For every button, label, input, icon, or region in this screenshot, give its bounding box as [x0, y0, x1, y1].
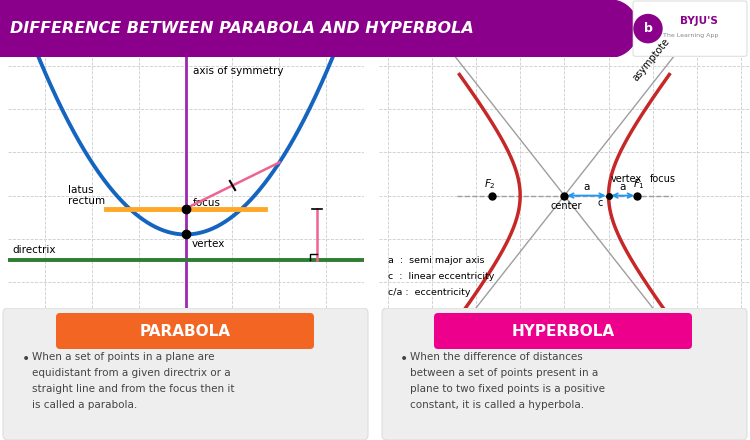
FancyBboxPatch shape	[434, 313, 692, 349]
Text: between a set of points present in a: between a set of points present in a	[410, 368, 598, 378]
Text: c: c	[598, 198, 603, 209]
FancyBboxPatch shape	[633, 1, 747, 56]
Text: $F_2$: $F_2$	[484, 177, 496, 191]
FancyBboxPatch shape	[3, 308, 368, 440]
Text: axis of symmetry: axis of symmetry	[193, 66, 284, 76]
Text: focus: focus	[650, 174, 676, 184]
Text: plane to two fixed points is a positive: plane to two fixed points is a positive	[410, 384, 605, 394]
Text: c  :  linear eccentricity: c : linear eccentricity	[388, 272, 494, 281]
Text: c/a :  eccentricity: c/a : eccentricity	[388, 289, 470, 297]
Text: •: •	[22, 352, 30, 366]
Text: constant, it is called a hyperbola.: constant, it is called a hyperbola.	[410, 400, 584, 410]
Text: a  :  semi major axis: a : semi major axis	[388, 256, 484, 264]
Text: The Learning App: The Learning App	[663, 33, 718, 38]
Text: When the difference of distances: When the difference of distances	[410, 352, 583, 362]
Text: directrix: directrix	[12, 245, 56, 255]
Text: •: •	[400, 352, 408, 366]
Text: a: a	[620, 182, 626, 191]
Text: BYJU'S: BYJU'S	[680, 16, 718, 26]
FancyBboxPatch shape	[382, 308, 747, 440]
Text: PARABOLA: PARABOLA	[140, 323, 230, 338]
Text: center: center	[550, 202, 582, 211]
Text: When a set of points in a plane are: When a set of points in a plane are	[32, 352, 214, 362]
Bar	[0, 0, 610, 57]
Text: DIFFERENCE BETWEEN PARABOLA AND HYPERBOLA: DIFFERENCE BETWEEN PARABOLA AND HYPERBOL…	[10, 21, 474, 36]
Text: $F_1$: $F_1$	[633, 177, 645, 191]
Text: vertex: vertex	[191, 238, 224, 249]
Text: is called a parabola.: is called a parabola.	[32, 400, 137, 410]
FancyBboxPatch shape	[56, 313, 314, 349]
Text: a: a	[584, 182, 590, 191]
Text: asymptote: asymptote	[631, 37, 672, 83]
Text: b: b	[644, 22, 652, 35]
Text: HYPERBOLA: HYPERBOLA	[512, 323, 614, 338]
Text: equidistant from a given directrix or a: equidistant from a given directrix or a	[32, 368, 231, 378]
Text: latus
rectum: latus rectum	[68, 185, 106, 206]
Polygon shape	[610, 0, 638, 57]
Text: vertex: vertex	[610, 174, 642, 184]
Text: straight line and from the focus then it: straight line and from the focus then it	[32, 384, 235, 394]
Circle shape	[634, 15, 662, 43]
Text: focus: focus	[193, 198, 220, 208]
